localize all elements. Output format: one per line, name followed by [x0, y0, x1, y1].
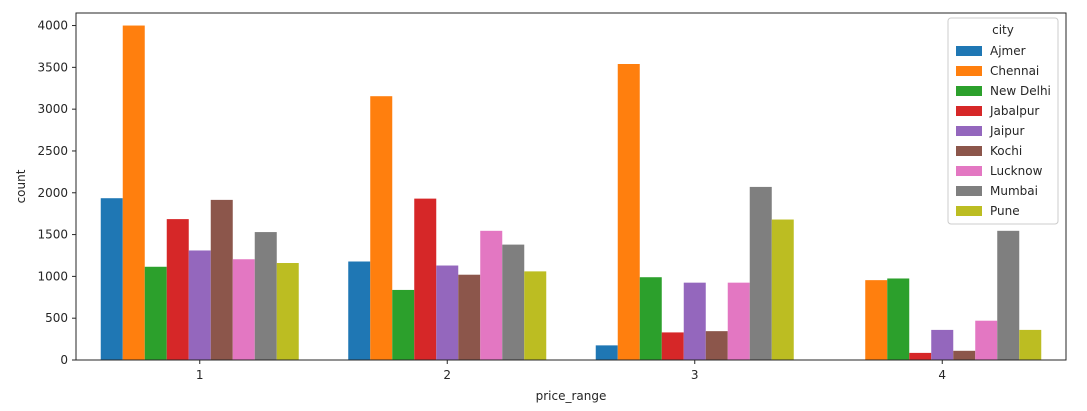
bar-jaipur-1 [188, 250, 211, 360]
legend-swatch [956, 66, 982, 76]
legend-swatch [956, 126, 982, 136]
bar-jabalpur-3 [661, 332, 684, 360]
bar-jabalpur-4 [909, 352, 932, 360]
x-tick-label: 3 [691, 368, 699, 382]
bar-chennai-2 [370, 96, 393, 360]
bar-pune-2 [524, 271, 547, 360]
bar-mumbai-4 [997, 230, 1020, 360]
x-tick-label: 2 [443, 368, 451, 382]
bar-kochi-1 [210, 199, 233, 360]
bar-chennai-1 [122, 25, 145, 360]
x-axis-ticks: 1 2 3 4 [196, 360, 946, 382]
legend-swatch [956, 86, 982, 96]
y-tick-label: 1500 [37, 228, 68, 242]
legend-item-label: Ajmer [990, 44, 1026, 58]
legend-swatch [956, 106, 982, 116]
legend-title: city [992, 23, 1014, 37]
legend-swatch [956, 46, 982, 56]
y-tick-label: 0 [60, 353, 68, 367]
y-tick-label: 3000 [37, 102, 68, 116]
bar-kochi-4 [953, 350, 976, 360]
plot-frame [75, 12, 1067, 361]
legend: city Ajmer Chennai New Delhi Jabalpur Jaipur… [947, 17, 1059, 225]
y-tick-label: 4000 [37, 19, 68, 33]
legend-item-label: Jaipur [989, 124, 1024, 138]
bar-mumbai-1 [254, 232, 277, 360]
bar-kochi-3 [705, 331, 728, 360]
bar-jabalpur-1 [166, 219, 189, 360]
bar-mumbai-2 [502, 244, 525, 360]
bar-jaipur-3 [683, 282, 706, 360]
legend-swatch [956, 186, 982, 196]
bar-jaipur-2 [436, 265, 459, 360]
bar-new-delhi-4 [887, 278, 910, 360]
y-tick-label: 500 [45, 311, 68, 325]
y-axis-title: count [14, 169, 28, 203]
x-tick-label: 1 [196, 368, 204, 382]
bar-new-delhi-2 [392, 289, 415, 360]
x-tick-label: 4 [938, 368, 946, 382]
y-tick-label: 3500 [37, 60, 68, 74]
bar-lucknow-1 [232, 259, 255, 360]
bar-lucknow-4 [975, 320, 998, 360]
bar-pune-3 [771, 219, 794, 360]
bar-lucknow-2 [480, 230, 503, 360]
y-tick-label: 2000 [37, 186, 68, 200]
bars-group [100, 25, 1042, 360]
legend-item-label: Pune [990, 204, 1020, 218]
bar-chennai-4 [865, 280, 888, 360]
bar-jaipur-4 [931, 329, 954, 360]
bar-pune-1 [276, 263, 299, 360]
bar-ajmer-3 [595, 345, 618, 360]
bar-ajmer-1 [100, 198, 123, 360]
bar-chennai-3 [617, 64, 640, 360]
bar-kochi-2 [458, 274, 481, 360]
legend-item-label: Lucknow [990, 164, 1043, 178]
legend-item-label: Mumbai [990, 184, 1038, 198]
bar-ajmer-2 [348, 261, 371, 360]
x-axis-title: price_range [536, 389, 607, 403]
legend-swatch [956, 166, 982, 176]
legend-item-label: New Delhi [990, 84, 1051, 98]
bar-pune-4 [1019, 329, 1042, 360]
y-tick-label: 1000 [37, 269, 68, 283]
legend-item-label: Jabalpur [989, 104, 1039, 118]
legend-swatch [956, 206, 982, 216]
legend-item-label: Kochi [990, 144, 1022, 158]
legend-item-label: Chennai [990, 64, 1039, 78]
bar-lucknow-3 [727, 282, 750, 360]
bar-new-delhi-1 [144, 266, 167, 360]
legend-swatch [956, 146, 982, 156]
y-tick-label: 2500 [37, 144, 68, 158]
bar-jabalpur-2 [414, 198, 437, 360]
bar-mumbai-3 [749, 186, 772, 360]
y-axis-ticks: 0 500 1000 1500 2000 2500 3000 3500 4000 [37, 19, 76, 367]
bar-new-delhi-3 [639, 277, 662, 360]
